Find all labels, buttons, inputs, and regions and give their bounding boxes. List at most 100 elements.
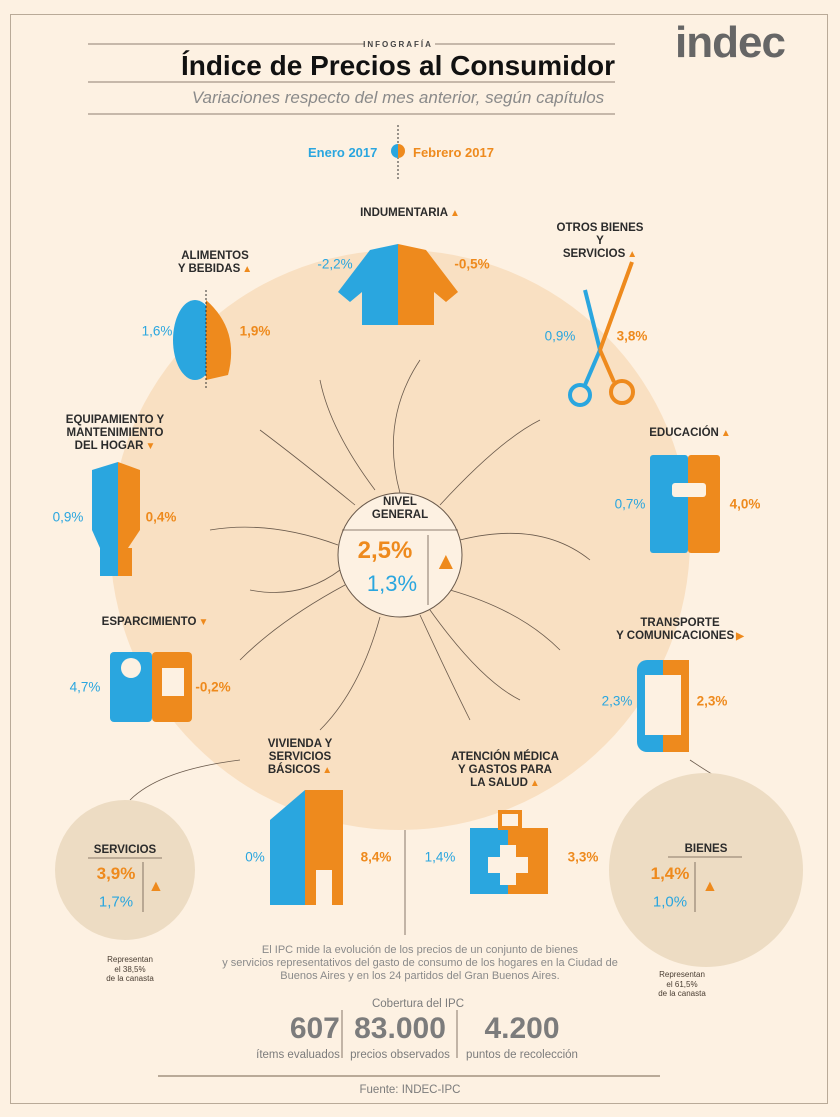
value-feb: 1,9% — [239, 323, 271, 339]
stat-label: puntos de recolección — [466, 1049, 578, 1061]
category-label-line: Y GASTOS PARA — [458, 764, 552, 776]
description-line: El IPC mide la evolución de los precios … — [261, 944, 579, 956]
bienes-note: Representan el 61,5% de la canasta — [658, 970, 706, 999]
lightbulb-icon — [92, 462, 140, 576]
servicios-label: SERVICIOS — [93, 844, 157, 856]
scissors-icon — [568, 261, 635, 407]
category-label-line: Y — [596, 235, 604, 247]
source: Fuente: INDEC-IPC — [359, 1084, 461, 1096]
stat-value: 83.000 — [354, 1012, 446, 1045]
value-jan: 0% — [245, 849, 265, 865]
category-label-line: SERVICIOS ▲ — [562, 248, 638, 260]
category-label: OTROS BIENES Y SERVICIOS ▲ — [557, 222, 644, 261]
category-label-line: MANTENIMIENTO — [66, 427, 164, 439]
value-feb: 2,3% — [696, 693, 728, 709]
phone-icon — [637, 660, 689, 752]
stat-prices: 83.000 precios observados — [350, 1013, 450, 1063]
value-jan: 0,7% — [614, 496, 646, 512]
rays — [129, 359, 741, 935]
category-label-line: VIVIENDA Y — [267, 738, 333, 750]
kicker: INFOGRAFÍA — [363, 40, 433, 49]
stat-label: precios observados — [350, 1049, 450, 1061]
bienes-jan: 1,0% — [652, 893, 688, 911]
category-label: ESPARCIMIENTO ▼ — [102, 616, 209, 629]
category-label: VIVIENDA Y SERVICIOS BÁSICOS ▲ — [268, 738, 333, 777]
stat-value: 4.200 — [484, 1012, 560, 1045]
stat-points: 4.200 puntos de recolección — [466, 1013, 578, 1063]
general-label: NIVEL GENERAL — [372, 496, 428, 522]
trend-up-icon: ▲ — [529, 778, 540, 789]
servicios-note: Representan el 38,5% de la canasta — [106, 955, 154, 984]
value-feb: 4,0% — [729, 496, 761, 512]
bienes-label: BIENES — [684, 843, 728, 855]
category-label-line: OTROS BIENES — [556, 222, 644, 234]
note-line: el 61,5% — [666, 979, 698, 989]
category-label: EQUIPAMIENTO Y MANTENIMIENTO DEL HOGAR ▼ — [66, 414, 164, 453]
camera-icon — [110, 652, 192, 722]
general-jan: 1,3% — [366, 571, 418, 596]
description-line: Buenos Aires y en los 24 partidos del Gr… — [280, 970, 560, 982]
bienes-feb: 1,4% — [650, 864, 690, 883]
value-jan: 0,9% — [52, 509, 84, 525]
category-label-line: ESPARCIMIENTO ▼ — [101, 616, 209, 628]
category-label-line: BÁSICOS ▲ — [267, 764, 333, 776]
trend-flat-icon: ▶ — [736, 631, 744, 642]
trend-up-icon: ▲ — [450, 208, 460, 219]
coverage-title: Cobertura del IPC — [371, 998, 465, 1010]
trend-down-icon: ▼ — [145, 441, 156, 452]
trend-up-icon: ▲ — [322, 765, 333, 776]
stat-items: 607 ítems evaluados — [256, 1013, 340, 1063]
note-line: el 38,5% — [114, 964, 146, 974]
indec-logo: indec — [675, 18, 786, 67]
legend-feb: Febrero 2017 — [413, 145, 494, 160]
general-circle — [337, 492, 463, 618]
category-label-line: SERVICIOS — [268, 751, 332, 763]
category-label-line: ALIMENTOS — [181, 250, 249, 262]
category-label-line: TRANSPORTE — [640, 617, 720, 629]
trend-up-icon: ▲ — [242, 264, 253, 275]
value-feb: 3,8% — [616, 328, 648, 344]
note-line: de la canasta — [658, 989, 706, 998]
value-feb: 8,4% — [360, 849, 392, 865]
value-jan: 1,6% — [141, 323, 173, 339]
category-label-line: Y COMUNICACIONES ▶ — [616, 630, 744, 642]
category-label: EDUCACIÓN ▲ — [649, 427, 731, 440]
category-label: INDUMENTARIA ▲ — [360, 207, 460, 220]
jacket-icon — [338, 244, 458, 325]
page-title: Índice de Precios al Consumidor — [180, 50, 616, 81]
category-label: ATENCIÓN MÉDICA Y GASTOS PARA LA SALUD ▲ — [451, 751, 559, 790]
notebook-icon — [650, 455, 720, 553]
bienes-circle — [609, 773, 803, 967]
value-jan: 1,4% — [424, 849, 456, 865]
value-jan: 2,3% — [601, 693, 633, 709]
description: El IPC mide la evolución de los precios … — [0, 944, 840, 983]
value-feb: -0,2% — [195, 679, 231, 695]
category-label: TRANSPORTE Y COMUNICACIONES ▶ — [616, 617, 744, 643]
general-trend-up-icon: ▲ — [434, 548, 458, 575]
bienes-trend-up-icon: ▲ — [702, 878, 718, 895]
first-aid-kit-icon — [470, 810, 548, 894]
servicios-jan: 1,7% — [98, 893, 134, 911]
building-icon — [270, 790, 343, 905]
category-label-line: EDUCACIÓN ▲ — [649, 427, 731, 439]
servicios-trend-up-icon: ▲ — [148, 878, 164, 895]
subtitle: Variaciones respecto del mes anterior, s… — [191, 88, 605, 107]
note-line: Representan — [107, 955, 153, 964]
value-jan: 0,9% — [544, 328, 576, 344]
trend-up-icon: ▲ — [627, 249, 638, 260]
general-feb: 2,5% — [357, 537, 413, 564]
note-line: Representan — [659, 970, 705, 979]
category-label-line: Y BEBIDAS ▲ — [177, 263, 253, 275]
note-line: de la canasta — [106, 974, 154, 983]
category-label: ALIMENTOS Y BEBIDAS ▲ — [178, 250, 252, 276]
servicios-circle — [55, 800, 195, 940]
stat-value: 607 — [289, 1012, 340, 1045]
general-label-line1: NIVEL — [383, 496, 417, 508]
category-label-line: INDUMENTARIA ▲ — [360, 207, 460, 219]
stat-label: ítems evaluados — [256, 1049, 340, 1061]
description-line: y servicios representativos del gasto de… — [222, 957, 618, 969]
value-feb: -0,5% — [454, 256, 490, 272]
category-label-line: DEL HOGAR ▼ — [74, 440, 156, 452]
value-jan: -2,2% — [317, 256, 353, 272]
